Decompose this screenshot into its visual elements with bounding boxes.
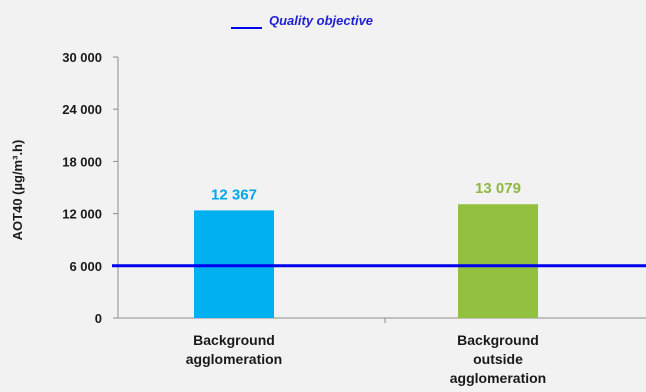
y-axis-title: AOT40 (µg/m³.h) xyxy=(10,140,25,241)
bars: 12 367 13 079 xyxy=(194,180,538,318)
data-label: 12 367 xyxy=(211,186,257,203)
legend-label-quality-objective: Quality objective xyxy=(269,13,373,28)
category-label: outside xyxy=(473,351,523,367)
y-tick-label: 12 000 xyxy=(62,207,102,222)
bar xyxy=(458,204,538,318)
category-label: agglomeration xyxy=(186,351,282,367)
y-tick-label: 30 000 xyxy=(62,50,102,65)
category-label: agglomeration xyxy=(450,370,546,386)
legend: Quality objective xyxy=(231,13,373,29)
y-tick-label: 18 000 xyxy=(62,154,102,169)
data-label: 13 079 xyxy=(475,180,521,197)
y-tick-label: 24 000 xyxy=(62,102,102,117)
bar xyxy=(194,210,274,318)
y-tick-label: 6 000 xyxy=(69,259,102,274)
y-axis-ticks: 0 6 000 12 000 18 000 24 000 30 000 xyxy=(62,50,386,326)
category-label: Background xyxy=(193,332,275,348)
y-tick-label: 0 xyxy=(95,311,102,326)
category-labels: Background agglomeration Background outside… xyxy=(186,332,546,386)
category-label: Background xyxy=(457,332,539,348)
